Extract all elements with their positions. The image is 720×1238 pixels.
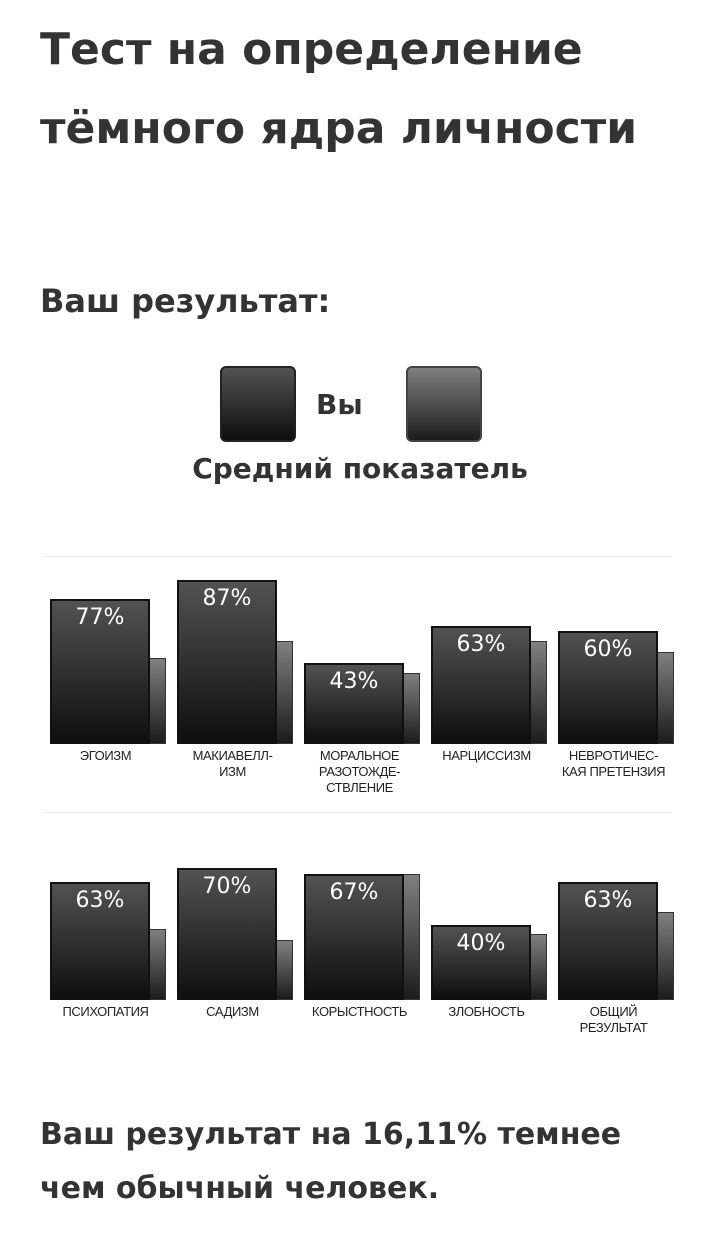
your-bar xyxy=(50,881,150,1000)
category-label: МОРАЛЬНОЕ РАЗОТОЖДЕ- СТВЛЕНИЕ xyxy=(318,748,401,795)
result-text: Ваш результат на 16,11% темнее чем обычн… xyxy=(40,1117,622,1206)
category-label: НЕВРОТИЧЕС- КАЯ ПРЕТЕНЗИЯ xyxy=(561,748,666,779)
legend-swatch xyxy=(406,366,482,442)
your-bar xyxy=(50,599,150,744)
your-bar xyxy=(304,874,404,1000)
your-bar xyxy=(431,924,531,1000)
value-label: 67% xyxy=(329,880,379,906)
grid-line xyxy=(45,556,672,557)
your-bar xyxy=(304,663,404,744)
value-label: 77% xyxy=(75,605,125,631)
your-bar xyxy=(431,625,531,744)
value-label: 63% xyxy=(75,887,125,913)
value-label: 87% xyxy=(202,586,252,612)
value-label: 63% xyxy=(583,887,633,913)
value-label: 63% xyxy=(456,631,506,657)
legend-label: Средний показатель xyxy=(192,452,528,485)
your-bar xyxy=(177,580,277,744)
category-label: ПСИХОПАТИЯ xyxy=(62,1004,149,1019)
category-label: МАКИАВЕЛЛ- ИЗМ xyxy=(192,748,273,779)
value-label: 60% xyxy=(583,637,633,663)
result-heading: Ваш результат: xyxy=(40,282,331,320)
legend-swatch xyxy=(220,366,296,442)
category-label: ОБЩИЙ РЕЗУЛЬТАТ xyxy=(579,1004,648,1035)
your-bar xyxy=(558,881,658,1000)
category-label: КОРЫСТНОСТЬ xyxy=(311,1004,408,1019)
value-label: 70% xyxy=(202,874,252,900)
category-label: ЭГОИЗМ xyxy=(79,748,132,763)
value-label: 40% xyxy=(456,930,506,956)
your-bar xyxy=(177,868,277,1000)
category-label: ЗЛОБНОСТЬ xyxy=(448,1004,525,1019)
category-label: НАРЦИССИЗМ xyxy=(442,748,531,763)
grid-line xyxy=(45,812,672,813)
page-title: Тест на определение тёмного ядра личност… xyxy=(40,24,638,154)
legend-label: Вы xyxy=(316,388,363,421)
your-bar xyxy=(558,631,658,744)
value-label: 43% xyxy=(329,669,379,695)
category-label: САДИЗМ xyxy=(206,1004,259,1019)
